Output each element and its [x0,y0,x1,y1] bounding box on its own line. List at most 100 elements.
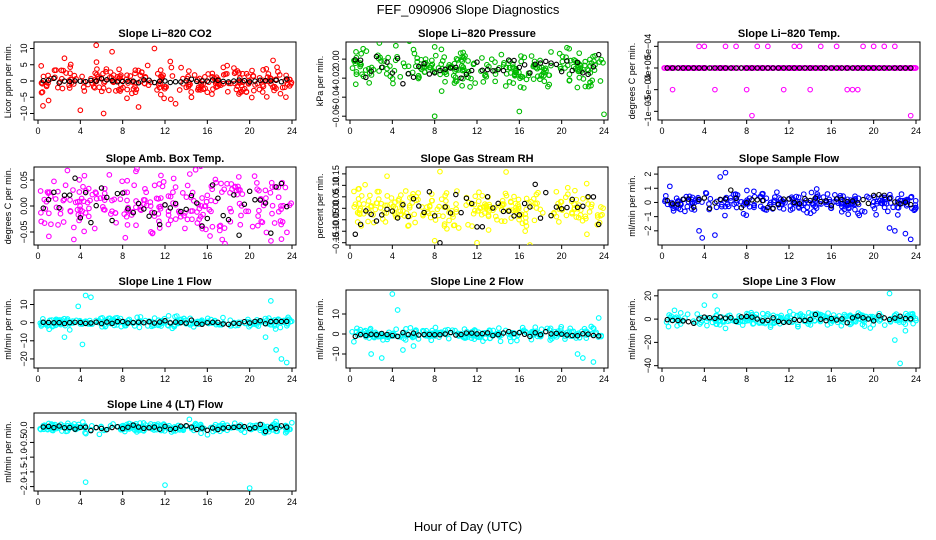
reference-point [775,318,782,325]
data-point [247,422,253,429]
panel-title: Slope Gas Stream RH [420,153,533,165]
reference-point [88,427,94,434]
data-point [248,94,255,101]
data-point [246,323,252,330]
panel-y-label: Licor ppm per min. [3,44,13,119]
data-point [884,208,891,215]
data-point [61,334,68,341]
data-point [598,56,605,63]
reference-point [595,333,602,339]
x-tick-label: 24 [599,374,609,384]
data-point [91,84,98,91]
data-point [579,217,586,224]
reference-point [416,332,422,338]
data-point [204,431,211,438]
reference-point [701,65,708,71]
data-point [183,84,190,91]
y-tick-label: 0.0 [19,421,29,434]
data-point [458,57,465,63]
panel-title: Slope Amb. Box Temp. [106,153,225,165]
data-point [518,58,525,65]
data-point [124,95,130,102]
data-point [441,54,448,60]
data-point [277,90,284,97]
data-point [101,194,107,201]
reference-point [765,65,771,71]
data-point [717,174,724,180]
reference-point [51,189,57,196]
reference-point [410,196,417,202]
reference-point [527,70,533,76]
data-point [67,70,73,77]
data-point [759,191,766,198]
data-point [485,227,492,233]
data-point [394,307,401,313]
data-point [452,74,459,81]
reference-point [669,200,676,207]
data-point [45,97,52,104]
data-point [584,66,591,73]
data-point [151,322,158,329]
data-point [40,316,46,322]
data-point [355,196,362,202]
x-tick-label: 4 [78,126,83,136]
reference-point [722,315,729,321]
reference-point [400,202,406,208]
y-tick-label: −0.02 [331,67,341,90]
data-point [767,199,774,206]
data-point [238,202,245,209]
data-point [124,177,131,184]
panel-1: Slope Li−820 Pressure kPa per min. 0 4 8 12 16… [315,28,609,136]
y-tick-label: 20 [643,291,653,301]
data-point [881,43,888,50]
panel-y-label: percent per min. [315,173,325,238]
data-point [521,54,528,61]
reference-point [416,63,422,70]
reference-point [141,77,147,83]
data-point [59,85,66,92]
reference-point [675,317,681,324]
data-point [454,188,460,194]
data-point [462,53,468,59]
data-point [259,89,266,95]
data-point [662,65,669,71]
reference-point [495,200,501,207]
reference-point [712,315,718,322]
data-point [817,43,824,50]
data-point [470,210,477,217]
data-point [260,66,266,73]
y-tick-label: 0.15 [331,165,341,183]
data-point [270,57,276,64]
reference-point [246,79,253,85]
data-point [598,333,604,340]
reference-point [104,426,110,433]
data-point [497,338,504,345]
data-point [848,201,855,207]
reference-point [521,200,528,207]
data-point [405,63,412,70]
reference-point [431,70,438,76]
reference-point [257,317,263,324]
data-point [436,203,442,210]
data-point [198,430,204,437]
data-point [358,50,365,57]
data-point [269,184,276,190]
data-point [121,211,128,217]
reference-point [595,221,602,228]
reference-point [88,77,94,84]
data-point [78,212,84,218]
x-tick-label: 4 [78,251,83,261]
reference-point [262,428,269,435]
data-point [186,416,193,423]
reference-point [780,65,787,71]
data-point [859,208,865,214]
reference-point [580,70,586,76]
reference-point [437,332,443,338]
reference-point [669,317,676,324]
reference-point [759,65,766,71]
x-tick-label: 4 [390,251,395,261]
reference-point [82,78,89,85]
reference-point [521,62,528,68]
data-point [431,237,438,244]
